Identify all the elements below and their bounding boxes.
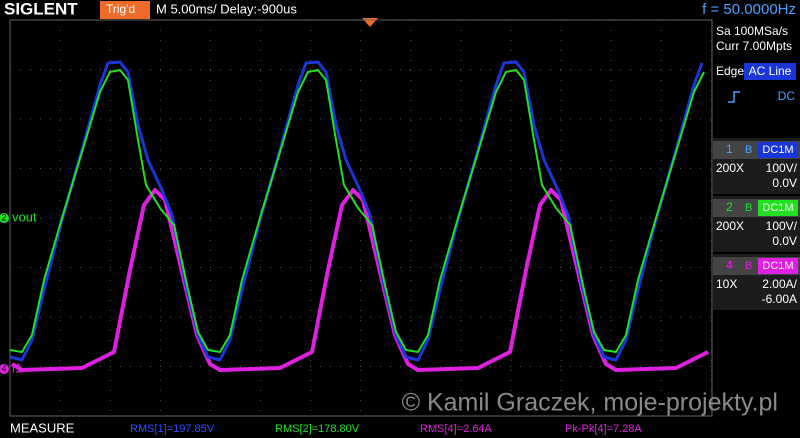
trigger-type: Edge [716, 64, 744, 78]
timebase: M 5.00ms/ Delay:-900us [156, 1, 297, 16]
measurement: Pk-Pk[4]=7.28A [565, 423, 642, 435]
trig-box [100, 1, 150, 19]
trace-number: 2 [1, 212, 6, 222]
measurement: RMS[4]=2.64A [420, 423, 493, 435]
sample-rate: Sa 100MSa/s [716, 24, 788, 38]
trace-number: 4 [1, 363, 6, 373]
measure-title: MEASURE [10, 420, 75, 435]
measurement: RMS[2]=178.80V [275, 423, 360, 435]
coupling-box [758, 258, 798, 274]
vertical-offset: -6.00A [762, 292, 797, 306]
trigger-coupling: DC [778, 89, 796, 103]
frequency: f = 50.0000Hz [702, 1, 796, 18]
vertical-scale: 100V/ [766, 219, 798, 233]
trace-name: i1 [12, 360, 22, 375]
trigger-status: Trig'd [106, 2, 135, 16]
probe-ratio: 200X [716, 219, 744, 233]
channel-coupling: DC1M [762, 260, 793, 272]
watermark: © Kamil Graczek, moje-projekty.pl [402, 389, 778, 417]
probe-ratio: 10X [716, 277, 737, 291]
measurement: RMS[1]=197.85V [130, 423, 215, 435]
probe-ratio: 200X [716, 161, 744, 175]
coupling-box [758, 200, 798, 216]
edge-icon [728, 91, 740, 103]
trace-marker [0, 364, 9, 374]
channel-bandwidth: B [745, 260, 752, 272]
trace-name: vout [12, 209, 37, 224]
channel-coupling: DC1M [762, 144, 793, 156]
channel-coupling: DC1M [762, 202, 793, 214]
channel-number: 1 [726, 142, 733, 156]
trace-label-4: 4 i1 [0, 360, 22, 375]
trace-marker [0, 213, 9, 223]
waveform [9, 69, 705, 353]
channel-number: 2 [726, 200, 733, 214]
vertical-offset: 0.0V [772, 176, 797, 190]
trigger-source: AC Line [749, 64, 792, 78]
channel-bandwidth: B [745, 144, 752, 156]
waveform [10, 188, 709, 372]
memory-depth: Curr 7.00Mpts [716, 39, 792, 53]
brand: SIGLENT [4, 0, 78, 18]
waveforms [9, 60, 709, 372]
vertical-scale: 100V/ [766, 161, 798, 175]
coupling-box [758, 142, 798, 158]
vertical-offset: 0.0V [772, 234, 797, 248]
trigger-source-box [744, 63, 796, 80]
channel-bandwidth: B [745, 202, 752, 214]
trace-label-2: 2 vout [0, 209, 37, 224]
vertical-scale: 2.00A/ [762, 277, 797, 291]
channel-number: 4 [726, 258, 733, 272]
